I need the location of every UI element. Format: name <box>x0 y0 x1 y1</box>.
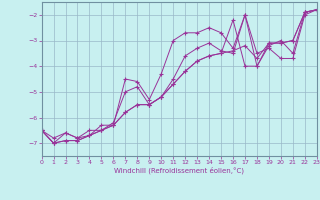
X-axis label: Windchill (Refroidissement éolien,°C): Windchill (Refroidissement éolien,°C) <box>114 167 244 174</box>
